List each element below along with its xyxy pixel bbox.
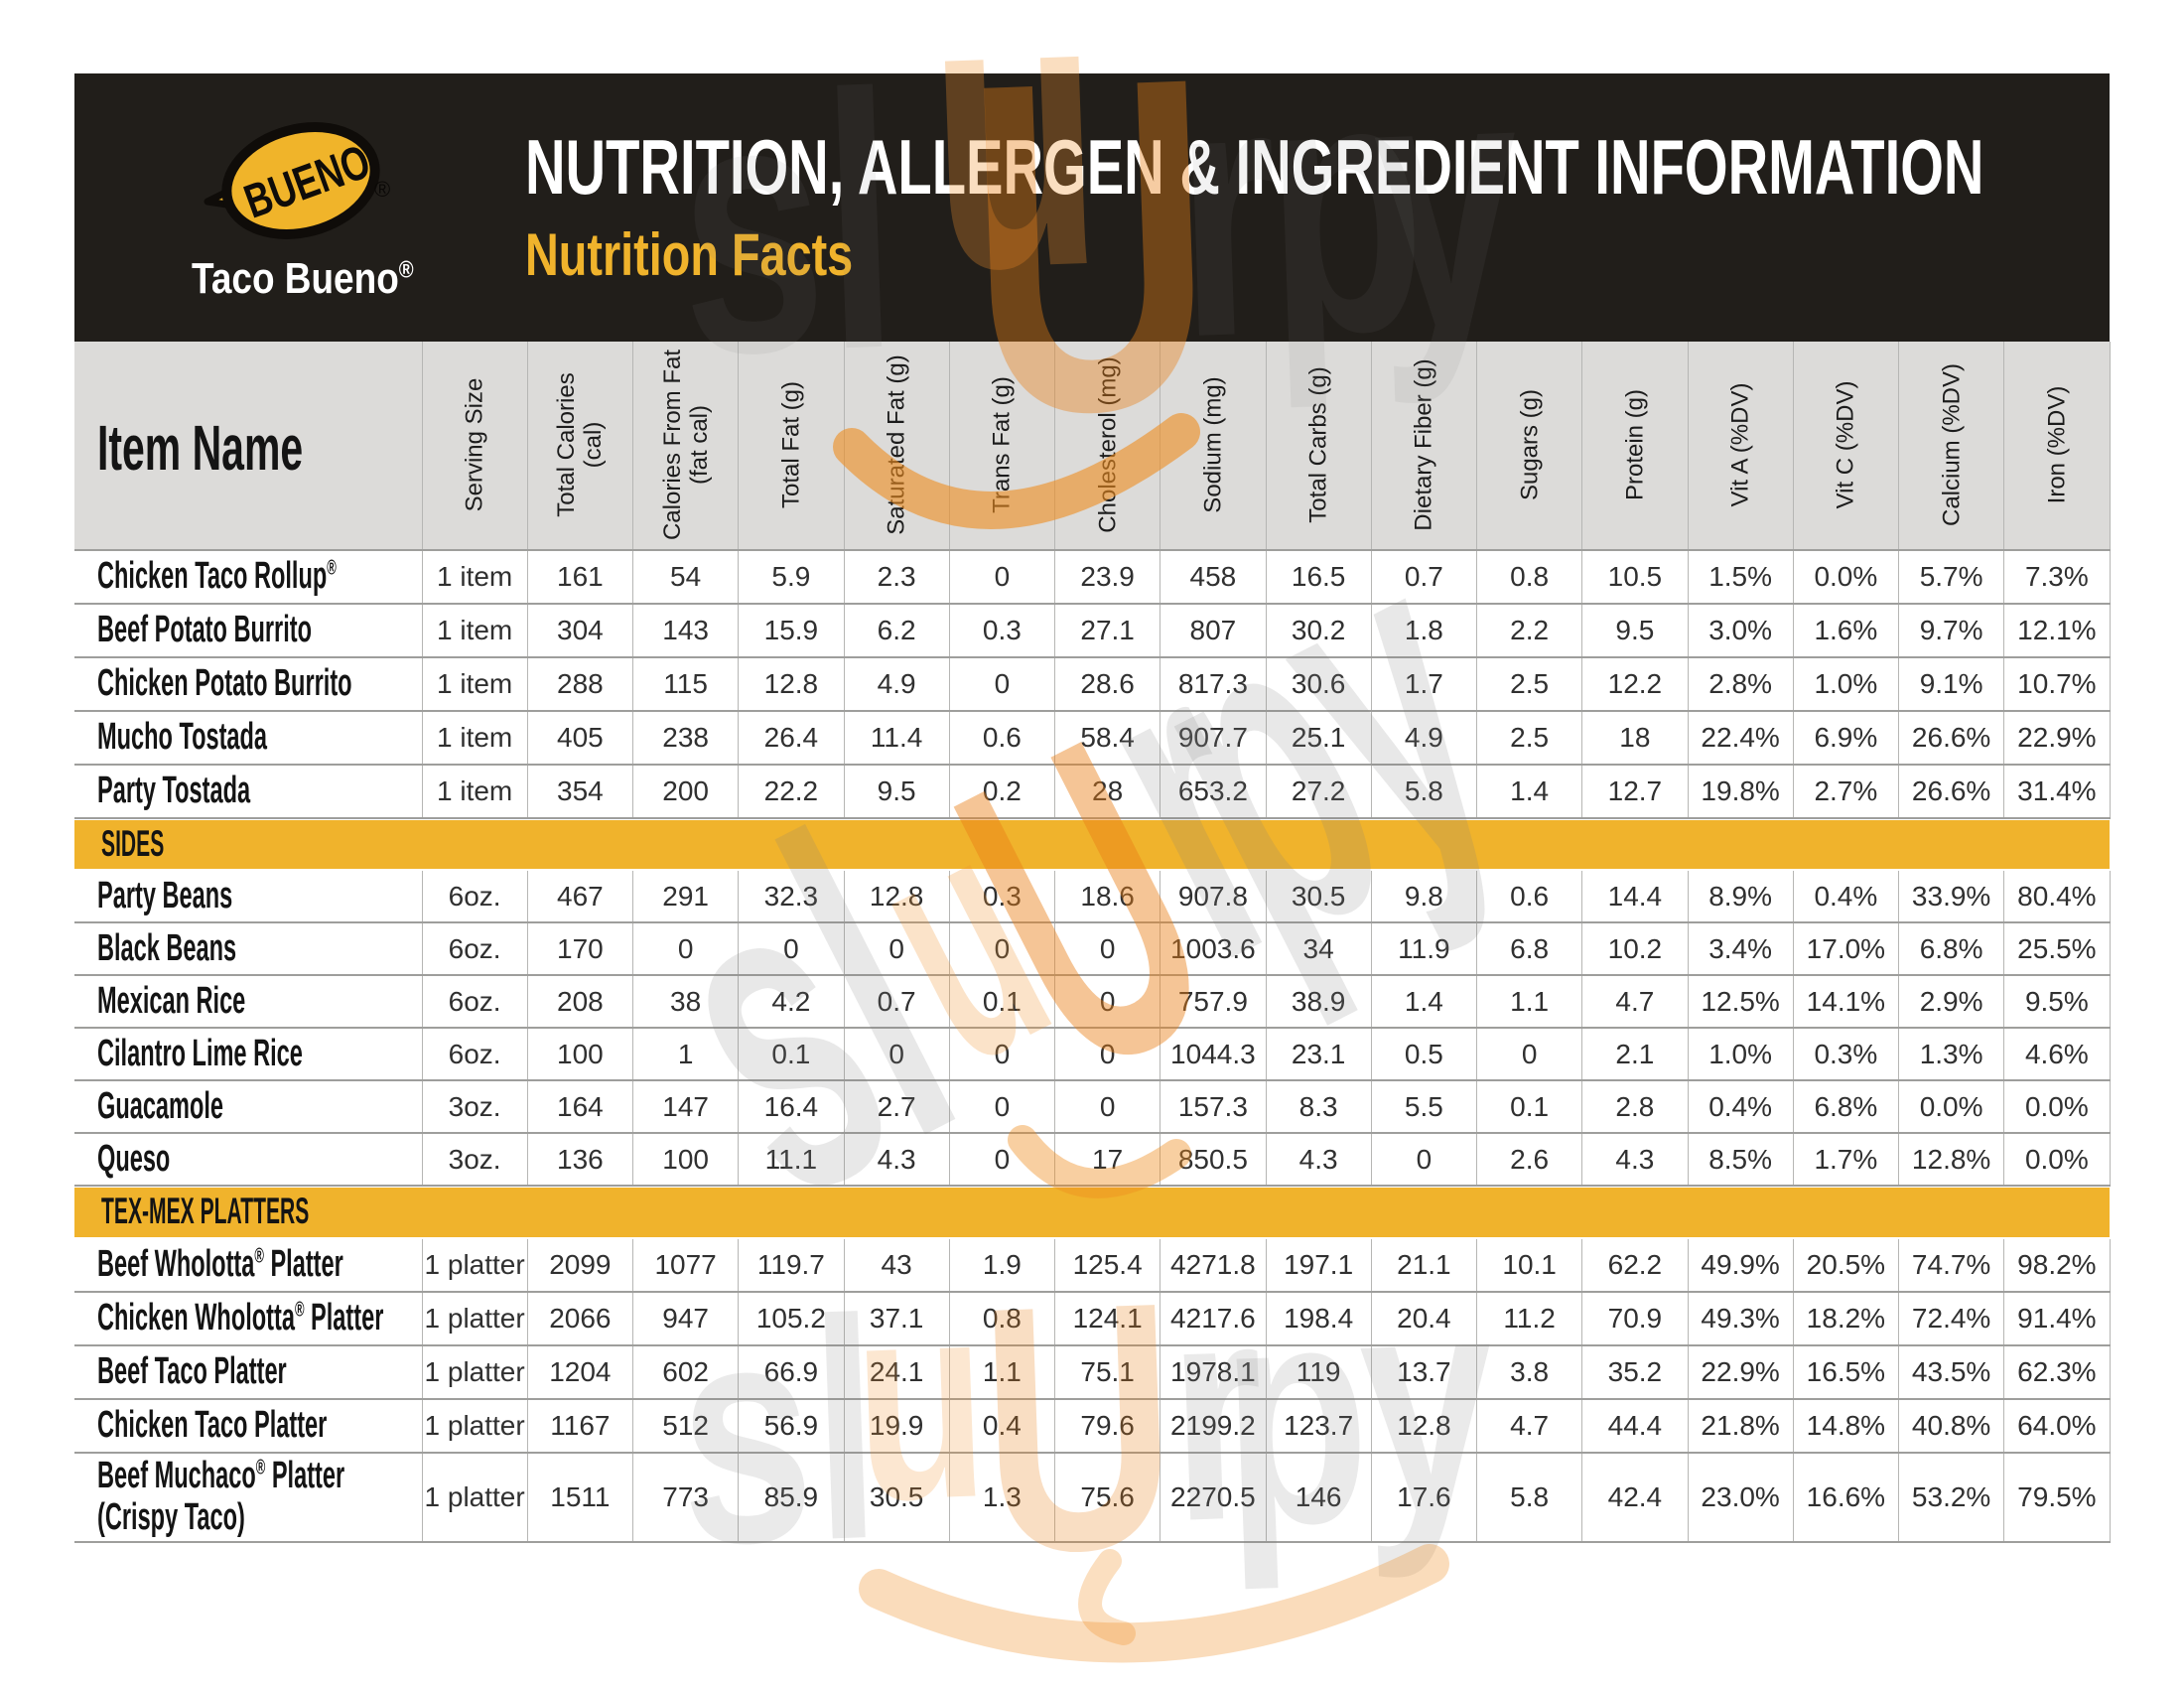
svg-text:®: ® — [374, 177, 390, 202]
